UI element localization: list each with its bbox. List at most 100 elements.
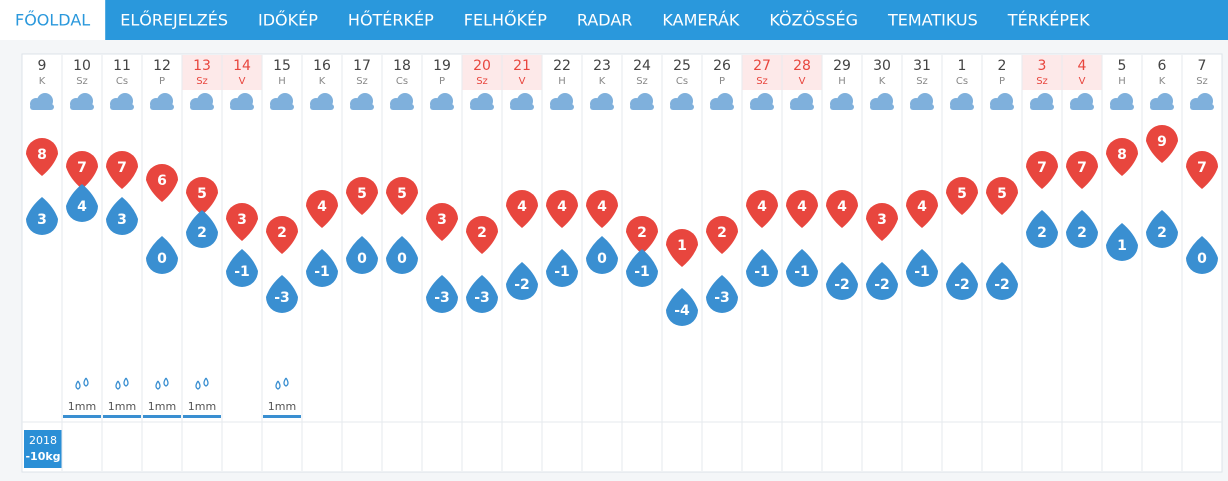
max-temp-marker xyxy=(666,229,698,267)
min-temp-label: -1 xyxy=(914,264,930,280)
weekday: V xyxy=(799,76,806,87)
weekend-header xyxy=(1062,55,1102,90)
cloud-part xyxy=(1070,104,1094,110)
weekend-header xyxy=(782,55,822,90)
min-temp-marker xyxy=(346,236,378,274)
cloud-part xyxy=(230,104,254,110)
min-temp-label: 4 xyxy=(77,199,87,215)
max-temp-marker xyxy=(386,177,418,215)
weekday: Sz xyxy=(476,76,488,87)
max-temp-label: 7 xyxy=(77,160,87,176)
weekday: Sz xyxy=(76,76,88,87)
weather-icon xyxy=(790,93,814,110)
day-number: 16 xyxy=(313,58,331,74)
weather-icon xyxy=(670,93,694,110)
cloud-part xyxy=(790,104,814,110)
nav-item[interactable]: KÖZÖSSÉG xyxy=(754,0,873,40)
day-number: 31 xyxy=(913,58,931,74)
min-temp-marker xyxy=(1146,210,1178,248)
min-temp-marker xyxy=(66,184,98,222)
max-temp-label: 5 xyxy=(357,186,367,202)
nav-item[interactable]: HŐTÉRKÉP xyxy=(333,0,449,40)
weather-icon xyxy=(1070,93,1094,110)
day-number: 17 xyxy=(353,58,371,74)
max-temp-marker xyxy=(866,203,898,241)
rain-drop-icon xyxy=(115,377,129,390)
precip-label: 1mm xyxy=(108,400,136,413)
nav-bar xyxy=(0,0,1228,40)
weekday: V xyxy=(1079,76,1086,87)
max-temp-label: 4 xyxy=(837,199,847,215)
max-temp-label: 5 xyxy=(997,186,1007,202)
nav-item[interactable]: FŐOLDAL xyxy=(0,0,106,40)
day-number: 25 xyxy=(673,58,691,74)
cloud-part xyxy=(550,104,574,110)
min-temp-marker xyxy=(1066,210,1098,248)
day-number: 5 xyxy=(1118,58,1127,74)
min-temp-label: -1 xyxy=(234,264,250,280)
weather-icon xyxy=(30,93,54,110)
weekday: Cs xyxy=(396,76,408,87)
weather-icon xyxy=(630,93,654,110)
nav-item[interactable]: FELHŐKÉP xyxy=(449,0,562,40)
weekday: Sz xyxy=(1036,76,1048,87)
min-temp-marker xyxy=(706,275,738,313)
nav-item[interactable]: RADAR xyxy=(562,0,648,40)
weekday: K xyxy=(319,76,326,87)
min-temp-marker xyxy=(666,288,698,326)
max-temp-label: 9 xyxy=(1157,134,1167,150)
weekday: Cs xyxy=(676,76,688,87)
weekday: Sz xyxy=(356,76,368,87)
nav-label: RADAR xyxy=(577,11,633,30)
weather-icon xyxy=(350,93,374,110)
nav-item[interactable]: ELŐREJELZÉS xyxy=(105,0,243,40)
weekday: P xyxy=(999,76,1005,87)
weekend-header xyxy=(502,55,542,90)
min-temp-marker xyxy=(186,210,218,248)
weather-icon xyxy=(950,93,974,110)
min-temp-marker xyxy=(146,236,178,274)
weather-icon xyxy=(1150,93,1174,110)
weekend-header xyxy=(1022,55,1062,90)
max-temp-marker xyxy=(546,190,578,228)
badge-text: -10kg xyxy=(25,450,60,463)
min-temp-label: -1 xyxy=(794,264,810,280)
min-temp-label: -1 xyxy=(314,264,330,280)
max-temp-marker xyxy=(626,216,658,254)
nav-item[interactable]: IDŐKÉP xyxy=(243,0,333,40)
min-temp-label: -2 xyxy=(834,277,850,293)
min-temp-label: 0 xyxy=(597,251,607,267)
day-number: 18 xyxy=(393,58,411,74)
weekday: Cs xyxy=(116,76,128,87)
min-temp-label: 3 xyxy=(117,212,127,228)
rain-drop-icon xyxy=(275,377,289,390)
min-temp-label: -1 xyxy=(554,264,570,280)
day-number: 23 xyxy=(593,58,611,74)
precip-label: 1mm xyxy=(188,400,216,413)
cloud-part xyxy=(1190,104,1214,110)
max-temp-marker xyxy=(586,190,618,228)
max-temp-marker xyxy=(26,138,58,176)
max-temp-marker xyxy=(266,216,298,254)
min-temp-marker xyxy=(586,236,618,274)
min-temp-label: -2 xyxy=(514,277,530,293)
max-temp-marker xyxy=(306,190,338,228)
day-number: 10 xyxy=(73,58,91,74)
nav-item[interactable]: KAMERÁK xyxy=(647,0,754,40)
cloud-part xyxy=(1150,104,1174,110)
weekday: P xyxy=(719,76,725,87)
cloud-part xyxy=(350,104,374,110)
min-temp-label: 0 xyxy=(397,251,407,267)
weekday: H xyxy=(278,76,286,87)
nav-item[interactable]: TEMATIKUS xyxy=(873,0,993,40)
day-number: 2 xyxy=(998,58,1007,74)
nav-item[interactable]: TÉRKÉPEK xyxy=(993,0,1105,40)
min-temp-label: -2 xyxy=(994,277,1010,293)
max-temp-marker xyxy=(746,190,778,228)
max-temp-label: 4 xyxy=(597,199,607,215)
weather-icon xyxy=(1190,93,1214,110)
min-temp-label: -2 xyxy=(874,277,890,293)
weekend-header xyxy=(742,55,782,90)
weather-icon xyxy=(390,93,414,110)
